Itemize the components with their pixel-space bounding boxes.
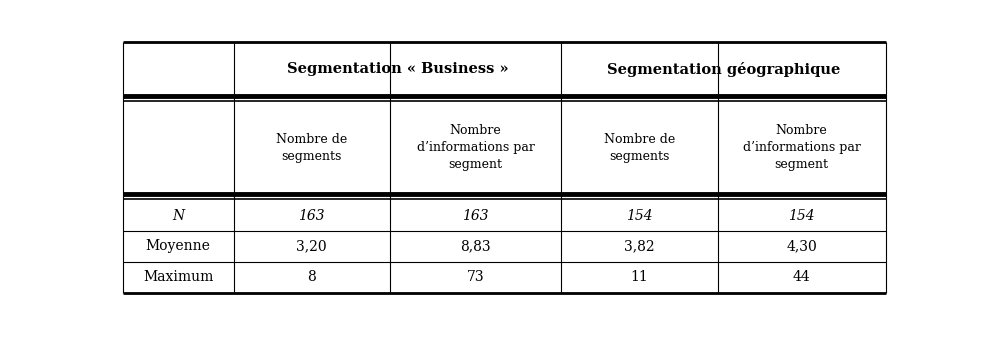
Text: 4,30: 4,30 xyxy=(786,239,817,253)
Text: Nombre de
segments: Nombre de segments xyxy=(604,133,675,163)
Text: 8: 8 xyxy=(307,270,316,284)
Text: Nombre
d’informations par
segment: Nombre d’informations par segment xyxy=(743,124,861,171)
Text: Nombre
d’informations par
segment: Nombre d’informations par segment xyxy=(417,124,534,171)
Text: 44: 44 xyxy=(793,270,811,284)
Text: 8,83: 8,83 xyxy=(461,239,491,253)
Text: Segmentation « Business »: Segmentation « Business » xyxy=(286,62,509,76)
Text: 73: 73 xyxy=(466,270,484,284)
Text: Moyenne: Moyenne xyxy=(146,239,211,253)
Text: 154: 154 xyxy=(627,209,653,222)
Text: 3,82: 3,82 xyxy=(625,239,655,253)
Text: 154: 154 xyxy=(788,209,815,222)
Text: 163: 163 xyxy=(298,209,325,222)
Text: 3,20: 3,20 xyxy=(296,239,327,253)
Text: Nombre de
segments: Nombre de segments xyxy=(277,133,347,163)
Text: Maximum: Maximum xyxy=(143,270,214,284)
Text: 11: 11 xyxy=(631,270,648,284)
Text: Segmentation géographique: Segmentation géographique xyxy=(607,62,840,77)
Text: N: N xyxy=(172,209,184,222)
Text: 163: 163 xyxy=(462,209,489,222)
